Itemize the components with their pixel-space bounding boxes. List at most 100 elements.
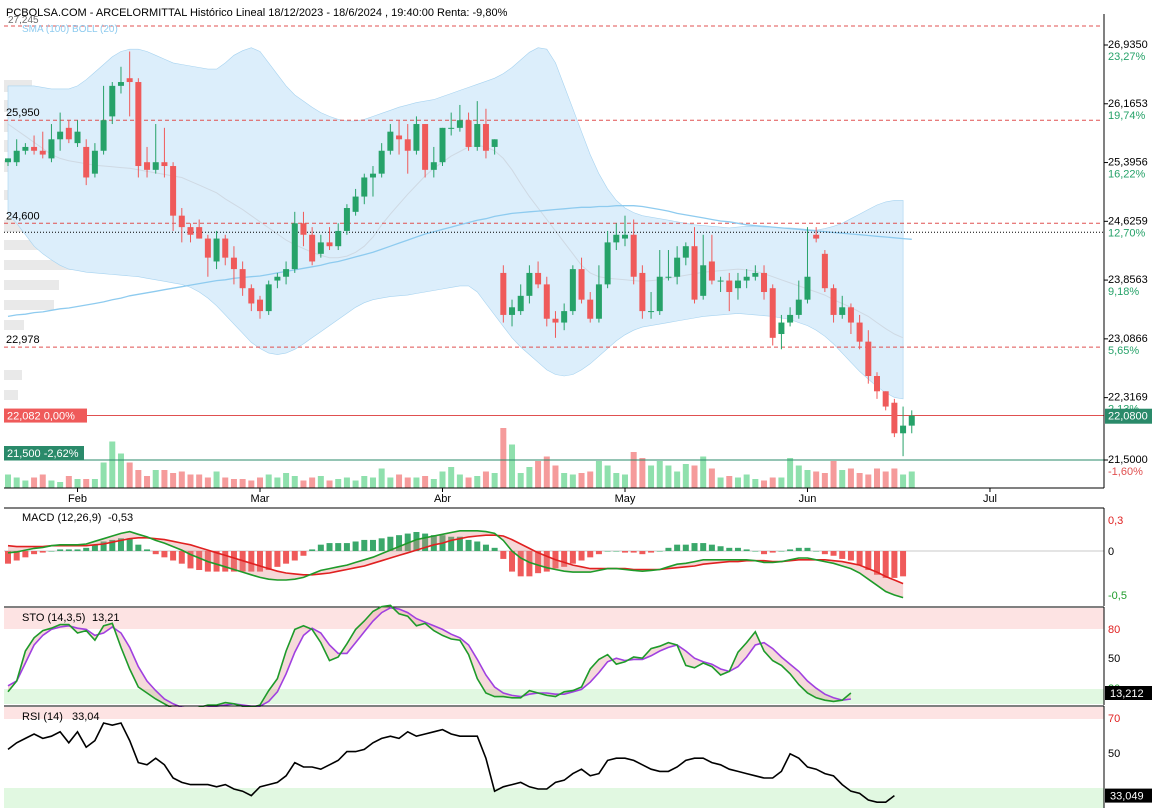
macd-histogram-bar (656, 551, 663, 552)
support-price-text: 21,500 -2,62% (7, 448, 79, 460)
candlesticks (5, 51, 915, 457)
candle-body (900, 425, 907, 434)
macd-histogram-bar (830, 551, 837, 556)
macd-histogram-bar (448, 536, 455, 551)
candle-body (404, 139, 411, 151)
volume-bar (65, 476, 72, 488)
macd-histogram-bar (65, 549, 72, 551)
reference-levels (4, 119, 1102, 348)
rsi-tick-70: 70 (1108, 713, 1120, 725)
price-tick-pct: 16,22% (1108, 169, 1146, 181)
volume-bar (882, 471, 889, 488)
candle-body (787, 314, 794, 323)
macd-histogram-bar (74, 549, 81, 551)
candle-body (144, 162, 151, 170)
volume-bar (335, 479, 342, 488)
macd-histogram-bar (396, 535, 403, 551)
macd-histogram-bar (326, 543, 333, 551)
volume-bar (830, 461, 837, 488)
candle-body (526, 272, 533, 296)
macd-histogram-bar (500, 551, 507, 559)
price-tick-label: 24,6259 (1108, 215, 1148, 227)
macd-histogram-bar (717, 546, 724, 551)
volume-bar (474, 476, 481, 488)
macd-histogram-bar (856, 551, 863, 566)
macd-histogram-bar (161, 551, 168, 558)
volume-bar (343, 477, 350, 488)
candle-body (769, 288, 776, 338)
volume-bar (578, 473, 585, 488)
macd-signal-line (7, 534, 904, 585)
volume-bar (213, 471, 220, 488)
volume-bar (839, 470, 846, 488)
candle-body (291, 223, 298, 270)
macd-histogram-bar (821, 551, 828, 555)
macd-histogram-bar (170, 551, 177, 561)
macd-histogram-bar (804, 547, 811, 551)
volume-bar (117, 453, 124, 488)
volume-bar (170, 473, 177, 488)
candle-body (326, 242, 333, 247)
candle-body (126, 78, 133, 83)
rsi-line (7, 722, 895, 803)
volume-bar (691, 465, 698, 488)
macd-histogram-bar (691, 543, 698, 551)
rsi-current-badge (1105, 788, 1152, 803)
macd-histogram-bar (769, 551, 776, 553)
volume-profile-bar (4, 390, 18, 400)
candle-body (248, 288, 255, 304)
macd-histogram-bar (422, 533, 429, 551)
candle-body (613, 234, 620, 243)
volume-profile-bar (4, 300, 54, 310)
current-price-text: 22,0800 (1108, 411, 1148, 423)
volume-bar (439, 471, 446, 488)
volume-bar (813, 471, 820, 488)
candle-body (604, 242, 611, 285)
macd-histogram-bar (91, 544, 98, 551)
macd-histogram-bar (283, 551, 290, 564)
candle-body (161, 162, 168, 167)
macd-histogram-bar (613, 551, 620, 552)
candle-body (135, 82, 142, 167)
candle-body (691, 246, 698, 300)
volume-bar (656, 461, 663, 488)
volume-bar (161, 470, 168, 488)
macd-histogram-bar (795, 547, 802, 551)
macd-histogram-bar (682, 544, 689, 551)
macd-histogram-bar (109, 539, 116, 551)
volume-bar (526, 467, 533, 488)
candle-body (708, 261, 715, 281)
macd-tick-zero: 0 (1108, 546, 1114, 558)
candle-body (378, 150, 385, 174)
macd-histogram-bar (274, 551, 281, 567)
price-tick-pct: 23,27% (1108, 51, 1146, 63)
candle-body (239, 269, 246, 289)
candle-body (717, 280, 724, 282)
volume-bar (595, 461, 602, 488)
macd-histogram-bar (248, 551, 255, 572)
month-tick-label: Jun (799, 493, 817, 505)
candle-body (196, 227, 203, 239)
candle-body (48, 139, 55, 159)
macd-histogram-bar (734, 547, 741, 551)
macd-histogram-bar (387, 536, 394, 551)
macd-histogram-bar (265, 551, 272, 571)
sto-value: 13,21 (92, 612, 120, 624)
macd-histogram-bar (587, 551, 594, 558)
volume-profile-bar (4, 260, 79, 270)
macd-histogram-bar (5, 551, 11, 564)
candle-body (726, 280, 733, 293)
candle-body (874, 376, 880, 392)
candle-body (430, 162, 437, 170)
candle-body (222, 238, 229, 258)
macd-histogram-bar (39, 551, 46, 553)
volume-bar (309, 477, 316, 488)
candle-body (170, 166, 177, 216)
macd-histogram-bar (474, 541, 481, 551)
price-tick-pct: 19,74% (1108, 110, 1146, 122)
chart-title: PCBOLSA.COM - ARCELORMITTAL Histórico Li… (6, 7, 508, 19)
volume-bar (257, 477, 264, 488)
candle-body (656, 276, 663, 312)
